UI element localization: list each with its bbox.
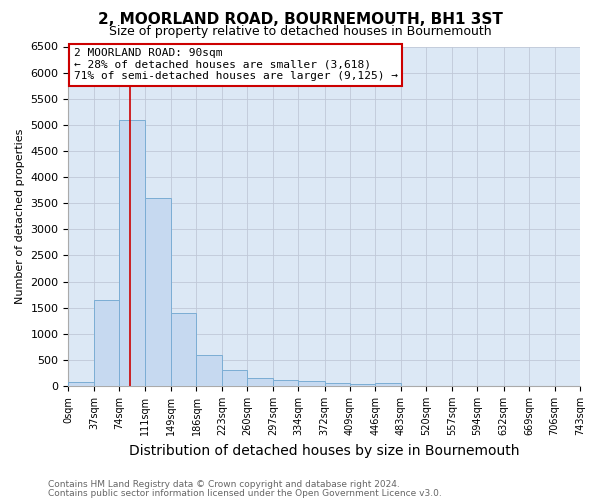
X-axis label: Distribution of detached houses by size in Bournemouth: Distribution of detached houses by size …: [129, 444, 520, 458]
Bar: [94, 300, 119, 386]
Bar: [298, 380, 325, 386]
Bar: [119, 120, 145, 386]
Text: 2 MOORLAND ROAD: 90sqm
← 28% of detached houses are smaller (3,618)
71% of semi-: 2 MOORLAND ROAD: 90sqm ← 28% of detached…: [74, 48, 398, 82]
Y-axis label: Number of detached properties: Number of detached properties: [15, 128, 25, 304]
Bar: [196, 354, 222, 386]
Text: 2, MOORLAND ROAD, BOURNEMOUTH, BH1 3ST: 2, MOORLAND ROAD, BOURNEMOUTH, BH1 3ST: [98, 12, 502, 28]
Bar: [273, 380, 298, 386]
Bar: [325, 384, 350, 386]
Bar: [247, 378, 273, 386]
Bar: [68, 382, 94, 386]
Bar: [350, 384, 376, 386]
Bar: [145, 198, 171, 386]
Bar: [376, 383, 401, 386]
Text: Size of property relative to detached houses in Bournemouth: Size of property relative to detached ho…: [109, 25, 491, 38]
Text: Contains public sector information licensed under the Open Government Licence v3: Contains public sector information licen…: [48, 488, 442, 498]
Text: Contains HM Land Registry data © Crown copyright and database right 2024.: Contains HM Land Registry data © Crown c…: [48, 480, 400, 489]
Bar: [171, 313, 196, 386]
Bar: [222, 370, 247, 386]
